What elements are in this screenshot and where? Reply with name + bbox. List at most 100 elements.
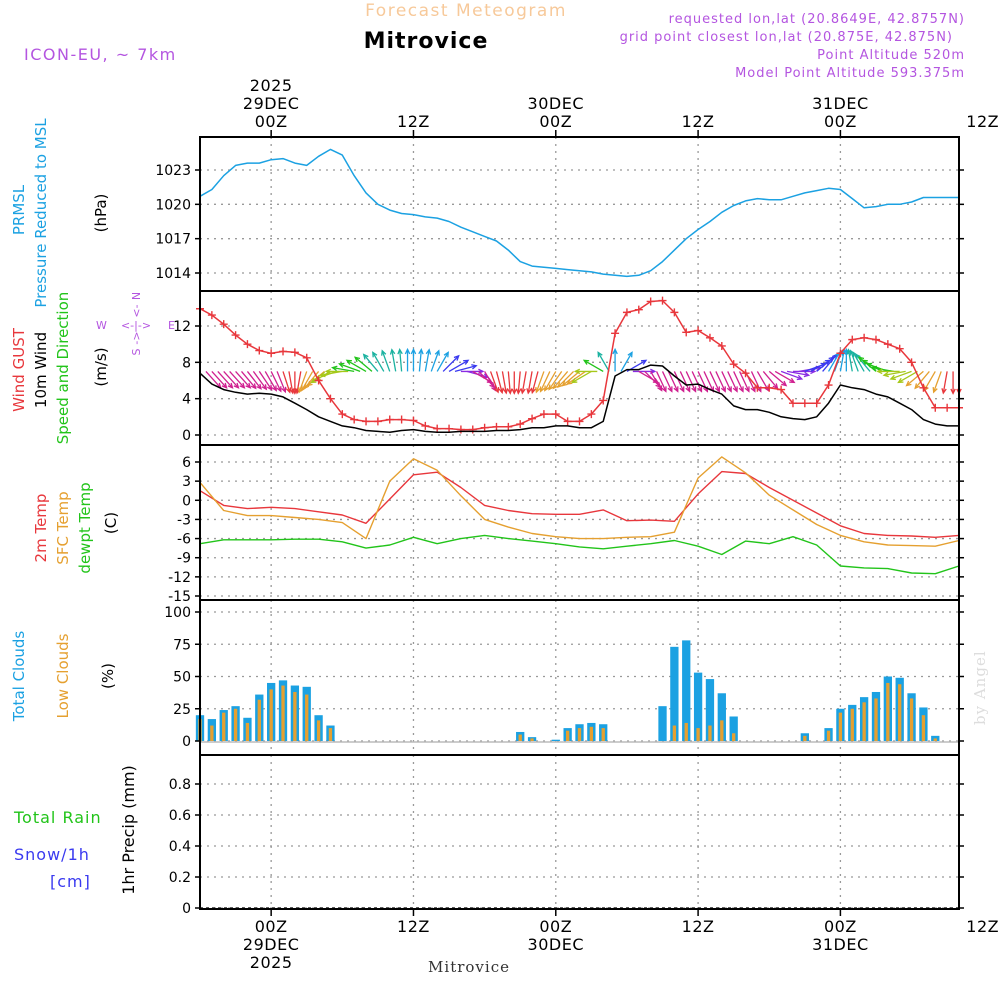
bottom-time-label: 12Z: [966, 917, 999, 936]
wind-arrow-head: [372, 351, 378, 358]
wind-arrow: [679, 371, 691, 392]
gust-marker: [231, 331, 240, 340]
y-tick-label: 12: [173, 319, 191, 335]
y-tick-label: 0: [182, 428, 191, 444]
panel-frame-precip: [199, 754, 960, 910]
low-clouds-title: Low Clouds: [54, 633, 72, 718]
gust-marker: [824, 381, 833, 390]
wind-arrow-head: [941, 388, 947, 395]
gust-marker: [575, 417, 584, 426]
wind-10m-title: 10m Wind: [32, 332, 50, 408]
wind-arrow-head: [697, 386, 703, 393]
wind-arrow-head: [582, 359, 590, 365]
wind-arrow-head: [627, 351, 633, 358]
snow-units: [cm]: [50, 872, 91, 891]
wind-arrow-head: [691, 386, 697, 393]
wind-arrow: [303, 370, 320, 389]
wind-arrow-head: [870, 365, 878, 372]
gust-marker: [634, 305, 643, 314]
wind-arrow-head: [281, 386, 287, 394]
wind-arrow: [597, 352, 610, 372]
gust-marker: [705, 333, 714, 342]
y-tick-label: 0.6: [169, 808, 191, 824]
low-cloud-bar: [518, 734, 522, 741]
wind-arrow: [258, 371, 273, 391]
wind-arrow-head: [882, 371, 889, 378]
wind-arrow: [762, 370, 778, 389]
y-tick-label: 0.8: [169, 777, 191, 793]
wind-arrow-head: [404, 347, 411, 355]
low-cloud-bar: [803, 735, 807, 741]
y-tick-label: 0: [182, 734, 191, 750]
clouds-units: (%): [99, 663, 117, 689]
wind-arrow: [205, 370, 222, 389]
wind-arrow-head: [667, 386, 673, 393]
wind-arrow-head: [530, 387, 537, 395]
wind-arrow-head: [526, 388, 532, 395]
gust-marker: [433, 424, 442, 433]
gust-marker: [528, 414, 537, 423]
wind-arrow: [620, 352, 633, 372]
gust-marker: [646, 297, 655, 306]
wind-arrow: [650, 371, 663, 391]
wind-arrow: [346, 359, 367, 372]
requested-coords: requested lon,lat (20.8649E, 42.8757N): [669, 12, 965, 27]
wind-arrow: [448, 359, 469, 372]
low-cloud-bar: [305, 694, 309, 741]
wind-arrow: [557, 370, 575, 388]
total-cloud-bar: [729, 716, 738, 741]
low-cloud-bar: [720, 720, 724, 741]
gust-marker: [765, 383, 774, 392]
wind-arrow-head: [397, 348, 403, 355]
wind-arrow: [709, 371, 720, 392]
wind-arrow: [774, 370, 795, 383]
top-time-label: 12Z: [966, 112, 999, 131]
wind-arrow: [733, 371, 744, 392]
wind-direction-title: Speed and Direction: [54, 292, 72, 445]
gust-marker: [788, 399, 797, 408]
gust-marker: [255, 346, 264, 355]
wind-arrow: [914, 370, 930, 389]
low-cloud-bar: [269, 689, 273, 741]
wind-arrow: [223, 370, 239, 389]
gust-marker: [539, 410, 548, 419]
low-cloud-bar: [577, 728, 582, 741]
wind-arrow: [270, 371, 282, 392]
bottom-time-label: 00Z: [539, 917, 572, 936]
total-clouds-title: Total Clouds: [10, 631, 28, 723]
low-cloud-bar: [696, 728, 700, 741]
gust-marker: [717, 341, 726, 350]
wind-arrow-head: [597, 351, 603, 358]
bottom-time-label: 31DEC: [812, 935, 868, 954]
wind-arrow: [430, 350, 440, 372]
wind-arrow: [363, 354, 379, 372]
gust-marker: [670, 308, 679, 317]
wind-arrow: [229, 370, 245, 389]
wind-arrow: [661, 371, 673, 392]
wind-arrow: [501, 371, 507, 394]
low-cloud-bar: [886, 682, 890, 741]
wind-arrow-head: [345, 359, 353, 365]
wind-arrow: [517, 371, 521, 394]
gust-marker: [314, 376, 323, 385]
wind-arrow: [822, 354, 838, 372]
wind-arrow: [264, 371, 277, 391]
wind-arrow: [298, 371, 308, 393]
low-cloud-bar: [898, 684, 902, 741]
low-cloud-bar: [672, 725, 677, 741]
wind-arrow-head: [434, 349, 440, 356]
low-cloud-bar: [293, 691, 297, 741]
wind-arrow: [562, 370, 580, 387]
wind-arrow-head: [515, 388, 522, 395]
wind-arrow-head: [544, 385, 550, 392]
wind-arrow: [301, 371, 314, 391]
wind-arrow-head: [876, 368, 883, 375]
top-time-label: 00Z: [255, 112, 288, 131]
wind-arrow: [436, 352, 449, 372]
wind-arrow-head: [381, 349, 387, 356]
y-tick-label: 0.4: [169, 839, 191, 855]
wind-arrow-head: [502, 388, 509, 395]
wind-arrow-head: [511, 388, 518, 395]
low-cloud-bar: [838, 712, 843, 741]
